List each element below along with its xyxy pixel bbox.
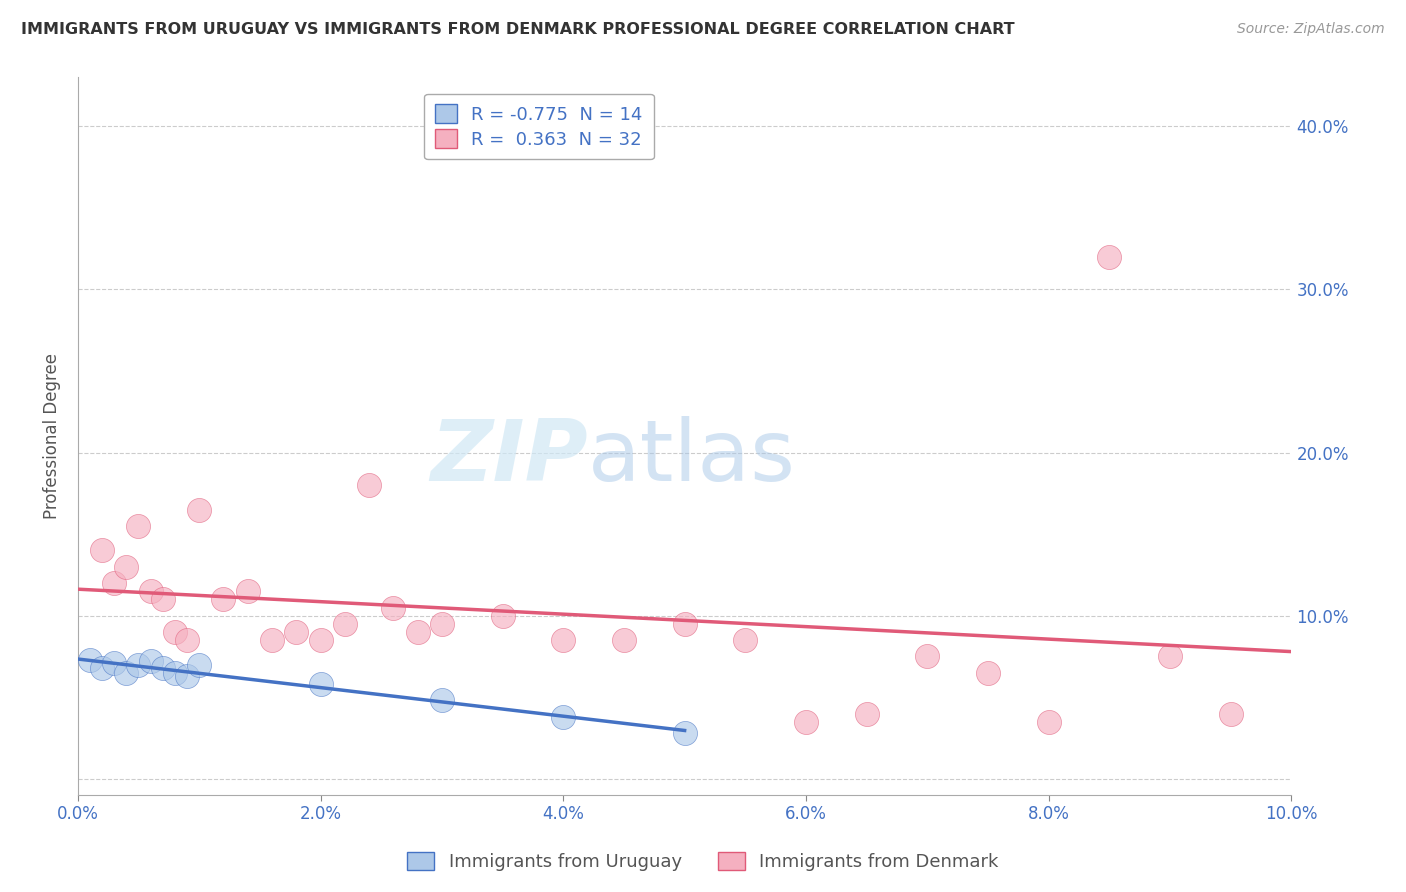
- Point: [430, 616, 453, 631]
- Point: [115, 559, 138, 574]
- Text: ZIP: ZIP: [430, 417, 588, 500]
- Point: [79, 653, 101, 667]
- Point: [91, 661, 114, 675]
- Point: [1038, 714, 1060, 729]
- Point: [406, 624, 429, 639]
- Point: [236, 584, 259, 599]
- Text: IMMIGRANTS FROM URUGUAY VS IMMIGRANTS FROM DENMARK PROFESSIONAL DEGREE CORRELATI: IMMIGRANTS FROM URUGUAY VS IMMIGRANTS FR…: [21, 22, 1015, 37]
- Point: [127, 519, 149, 533]
- Point: [917, 649, 939, 664]
- Point: [309, 633, 332, 648]
- Point: [491, 608, 513, 623]
- Point: [553, 710, 575, 724]
- Point: [309, 677, 332, 691]
- Point: [139, 584, 162, 599]
- Point: [139, 654, 162, 668]
- Point: [260, 633, 283, 648]
- Point: [91, 543, 114, 558]
- Point: [163, 665, 186, 680]
- Point: [115, 665, 138, 680]
- Point: [212, 592, 235, 607]
- Point: [977, 665, 1000, 680]
- Point: [1159, 649, 1181, 664]
- Text: atlas: atlas: [588, 417, 796, 500]
- Y-axis label: Professional Degree: Professional Degree: [44, 353, 60, 519]
- Point: [553, 633, 575, 648]
- Point: [1098, 250, 1121, 264]
- Point: [734, 633, 756, 648]
- Text: Source: ZipAtlas.com: Source: ZipAtlas.com: [1237, 22, 1385, 37]
- Point: [382, 600, 405, 615]
- Point: [794, 714, 817, 729]
- Legend: R = -0.775  N = 14, R =  0.363  N = 32: R = -0.775 N = 14, R = 0.363 N = 32: [425, 94, 654, 160]
- Point: [285, 624, 308, 639]
- Point: [127, 657, 149, 672]
- Point: [176, 633, 198, 648]
- Point: [673, 726, 696, 740]
- Point: [855, 706, 877, 721]
- Point: [152, 661, 174, 675]
- Point: [1219, 706, 1241, 721]
- Point: [613, 633, 636, 648]
- Point: [430, 693, 453, 707]
- Point: [188, 657, 211, 672]
- Legend: Immigrants from Uruguay, Immigrants from Denmark: Immigrants from Uruguay, Immigrants from…: [399, 845, 1007, 879]
- Point: [103, 576, 125, 591]
- Point: [152, 592, 174, 607]
- Point: [176, 669, 198, 683]
- Point: [333, 616, 356, 631]
- Point: [357, 478, 380, 492]
- Point: [673, 616, 696, 631]
- Point: [103, 656, 125, 670]
- Point: [163, 624, 186, 639]
- Point: [188, 502, 211, 516]
